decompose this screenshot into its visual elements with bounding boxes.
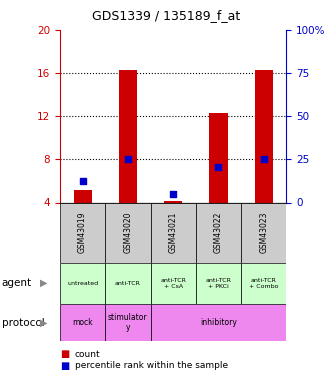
Bar [119,70,137,202]
Text: anti-TCR
+ CsA: anti-TCR + CsA [160,278,186,288]
Bar [255,70,273,202]
Bar [196,202,241,262]
Bar [241,262,286,304]
Text: mock: mock [72,318,93,327]
Bar [151,304,286,341]
Text: ▶: ▶ [40,318,47,327]
Bar [60,304,105,341]
Bar [151,262,196,304]
Point [80,178,85,184]
Text: ■: ■ [60,350,69,359]
Bar [74,190,92,202]
Bar [105,262,151,304]
Text: count: count [75,350,101,359]
Bar [241,202,286,262]
Text: ▶: ▶ [40,278,47,288]
Text: anti-TCR: anti-TCR [115,280,141,286]
Bar [105,304,151,341]
Point [216,164,221,170]
Point [261,156,266,162]
Text: protocol: protocol [2,318,44,327]
Text: inhibitory: inhibitory [200,318,237,327]
Text: anti-TCR
+ Combo: anti-TCR + Combo [249,278,278,288]
Text: GDS1339 / 135189_f_at: GDS1339 / 135189_f_at [92,9,241,22]
Bar [209,113,227,202]
Text: percentile rank within the sample: percentile rank within the sample [75,361,228,370]
Text: GSM43021: GSM43021 [168,212,178,253]
Point [125,156,131,162]
Bar [60,202,105,262]
Bar [151,202,196,262]
Text: stimulator
y: stimulator y [108,313,148,332]
Bar [105,202,151,262]
Text: GSM43020: GSM43020 [123,212,133,253]
Text: GSM43019: GSM43019 [78,212,87,253]
Text: agent: agent [2,278,32,288]
Text: untreated: untreated [67,280,98,286]
Bar [164,201,182,202]
Text: GSM43023: GSM43023 [259,212,268,253]
Point [170,191,176,197]
Text: ■: ■ [60,361,69,370]
Bar [196,262,241,304]
Text: anti-TCR
+ PKCi: anti-TCR + PKCi [205,278,231,288]
Text: GSM43022: GSM43022 [214,212,223,253]
Bar [60,262,105,304]
